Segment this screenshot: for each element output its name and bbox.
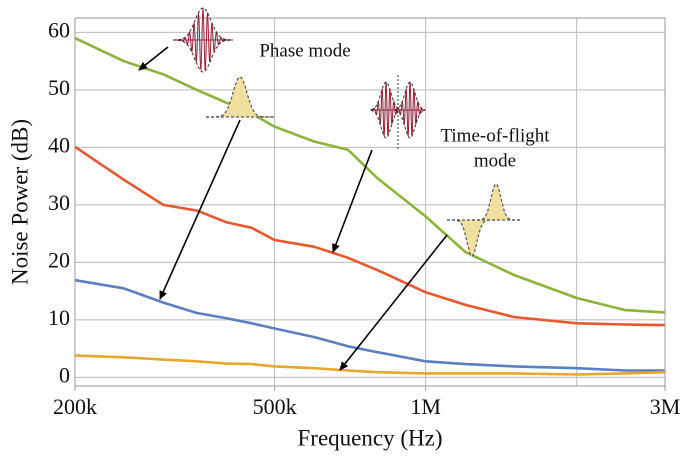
y-axis-title: Noise Power (dB) (7, 119, 32, 285)
y-tick-label: 0 (59, 362, 70, 387)
plot-frame (74, 17, 666, 387)
y-tick-label: 60 (48, 17, 70, 42)
x-tick-label: 500k (253, 394, 297, 419)
x-axis-title: Frequency (Hz) (298, 425, 443, 450)
y-tick-label: 30 (48, 190, 70, 215)
annotation: Time-of-flight (440, 125, 550, 146)
arrow (138, 46, 169, 71)
x-tick-label: 200k (53, 394, 97, 419)
series-line (74, 278, 665, 372)
wavelet-envelope (370, 109, 402, 139)
annotation: mode (474, 150, 516, 171)
y-tick-label: 50 (48, 75, 70, 100)
y-tick-label: 10 (48, 305, 70, 330)
series-line (74, 36, 666, 314)
wavelet-envelope (394, 81, 426, 111)
y-tick-label: 20 (48, 247, 70, 272)
series-line (74, 145, 666, 327)
arrow (332, 149, 373, 253)
x-tick-label: 3M (650, 394, 681, 419)
wavelet-envelope (173, 39, 233, 73)
x-tick-label: 1M (410, 394, 441, 419)
annotation: Phase mode (259, 40, 350, 61)
arrow (339, 234, 448, 371)
annotation-graphics (138, 7, 520, 371)
arrow (159, 119, 241, 300)
pulse-icon (206, 77, 274, 117)
pulse-icon (472, 184, 520, 220)
wavelet-envelope (394, 109, 426, 139)
series-line (74, 354, 666, 376)
lines (74, 36, 666, 376)
wavelet-envelope (370, 81, 402, 111)
grid (75, 18, 665, 386)
wavelet-envelope (173, 7, 233, 41)
pulse-icon (447, 220, 497, 256)
y-tick-label: 40 (48, 132, 70, 157)
